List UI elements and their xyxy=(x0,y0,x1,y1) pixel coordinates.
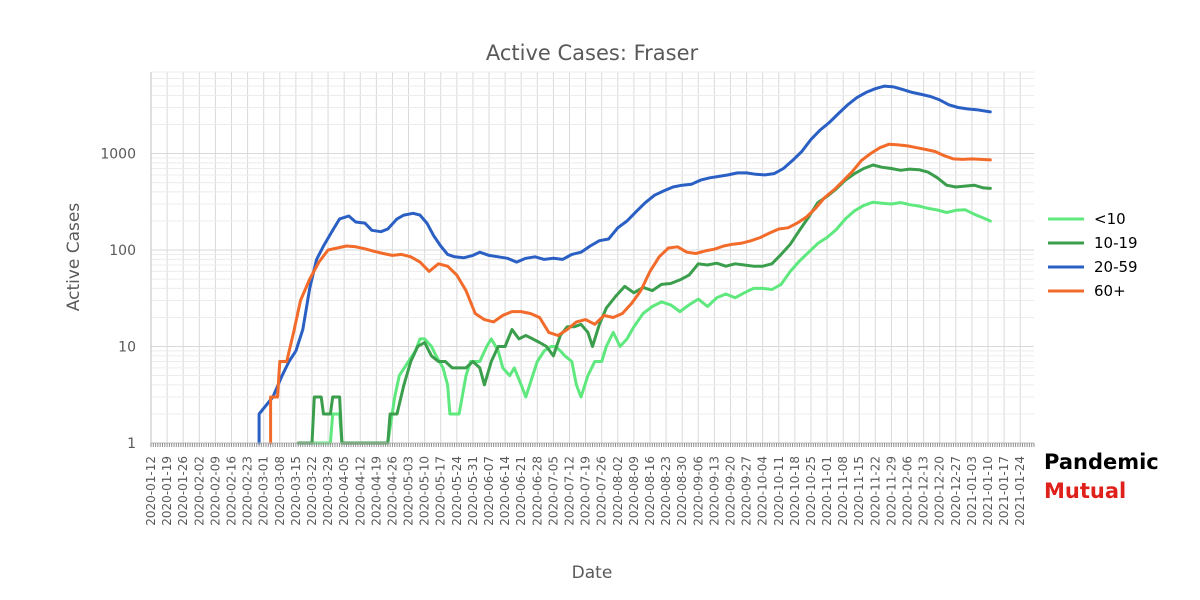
legend-label: 20-59 xyxy=(1094,258,1138,276)
x-tick-label: 2020-11-29 xyxy=(884,456,898,526)
x-tick-label: 2020-02-02 xyxy=(192,456,206,526)
x-tick-label: 2020-08-09 xyxy=(627,456,641,526)
x-tick-label: 2020-08-23 xyxy=(659,456,673,526)
chart-title: Active Cases: Fraser xyxy=(486,41,699,65)
x-tick-label: 2020-07-05 xyxy=(546,456,560,526)
brand-name-line1: Pandemic xyxy=(1044,450,1159,474)
x-tick-label: 2020-05-03 xyxy=(402,456,416,526)
legend-label: 60+ xyxy=(1094,282,1126,300)
x-axis-label: Date xyxy=(572,563,613,583)
x-tick-label: 2021-01-03 xyxy=(965,456,979,526)
x-tick-label: 2020-02-23 xyxy=(241,456,255,526)
y-tick-label: 1 xyxy=(127,436,136,452)
x-tick-label: 2020-12-20 xyxy=(933,456,947,526)
x-tick-label: 2020-12-27 xyxy=(949,456,963,526)
x-tick-label: 2020-11-15 xyxy=(852,456,866,526)
x-tick-label: 2020-10-25 xyxy=(804,456,818,526)
x-tick-label: 2020-03-15 xyxy=(289,456,303,526)
x-tick-label: 2020-05-31 xyxy=(466,456,480,526)
series-line-10-19 xyxy=(296,163,992,445)
x-tick-label: 2020-07-19 xyxy=(579,456,593,526)
x-tick-label: 2020-02-16 xyxy=(224,456,238,526)
x-tick-label: 2020-01-19 xyxy=(160,456,174,526)
x-tick-label: 2020-11-22 xyxy=(868,456,882,526)
x-tick-label: 2020-03-22 xyxy=(305,456,319,526)
series-lines xyxy=(257,84,992,445)
x-tick-label: 2020-06-07 xyxy=(482,456,496,526)
x-tick-label: 2020-04-12 xyxy=(353,456,367,526)
x-tick-label: 2020-08-02 xyxy=(611,456,625,526)
x-tick-label: 2020-05-17 xyxy=(434,456,448,526)
x-tick-label: 2021-01-24 xyxy=(1013,456,1027,526)
x-tick-label: 2020-11-08 xyxy=(836,456,850,526)
x-tick-label: 2020-09-06 xyxy=(691,456,705,526)
x-tick-label: 2020-07-12 xyxy=(563,456,577,526)
x-tick-label: 2020-08-16 xyxy=(643,456,657,526)
x-tick-label: 2020-05-10 xyxy=(418,456,432,526)
x-tick-label: 2020-09-27 xyxy=(740,456,754,526)
x-tick-label: 2020-03-29 xyxy=(321,456,335,526)
grid xyxy=(150,71,1034,443)
x-tick-label: 2020-07-26 xyxy=(595,456,609,526)
axes: 1 10 100 1000 2020-01-12 2020-01-19 2020-01-26… xyxy=(100,72,1035,526)
brand-name-line2: Mutual xyxy=(1044,479,1127,503)
x-tick-label: 2020-10-18 xyxy=(788,456,802,526)
x-tick-label: 2021-01-17 xyxy=(997,456,1011,526)
x-tick-label: 2020-06-21 xyxy=(514,456,528,526)
legend-label: 10-19 xyxy=(1094,234,1138,252)
x-tick-label: 2020-05-24 xyxy=(450,456,464,526)
x-tick-label: 2020-08-30 xyxy=(675,456,689,526)
y-tick-label: 100 xyxy=(109,243,136,259)
legend: <10 10-19 20-59 60+ xyxy=(1048,210,1138,300)
x-tick-label: 2020-06-28 xyxy=(530,456,544,526)
x-tick-label: 2020-09-13 xyxy=(707,456,721,526)
x-tick-label: 2020-01-26 xyxy=(176,456,190,526)
y-axis-label: Active Cases xyxy=(64,203,84,312)
x-tick-label: 2020-11-01 xyxy=(820,456,834,526)
x-tick-label: 2020-03-08 xyxy=(273,456,287,526)
x-tick-label: 2020-03-01 xyxy=(257,456,271,526)
x-tick-label: 2021-01-10 xyxy=(981,456,995,526)
x-tick-label: 2020-01-12 xyxy=(144,456,158,526)
x-tick-label: 2020-10-11 xyxy=(772,456,786,526)
x-tick-label: 2020-02-09 xyxy=(208,456,222,526)
x-tick-label: 2020-04-19 xyxy=(369,456,383,526)
x-tick-label: 2020-04-26 xyxy=(385,456,399,526)
y-tick-label: 1000 xyxy=(100,147,136,163)
x-tick-label: 2020-04-05 xyxy=(337,456,351,526)
series-line-60+ xyxy=(269,142,992,445)
x-tick-label: 2020-12-13 xyxy=(917,456,931,526)
y-tick-label: 10 xyxy=(118,340,136,356)
x-tick-label: 2020-06-14 xyxy=(498,456,512,526)
series-line-<10 xyxy=(301,200,992,445)
legend-label: <10 xyxy=(1094,210,1126,228)
x-tick-label: 2020-09-20 xyxy=(723,456,737,526)
series-line-20-59 xyxy=(257,84,992,445)
x-tick-label: 2020-10-04 xyxy=(756,456,770,526)
x-tick-label: 2020-12-06 xyxy=(901,456,915,526)
